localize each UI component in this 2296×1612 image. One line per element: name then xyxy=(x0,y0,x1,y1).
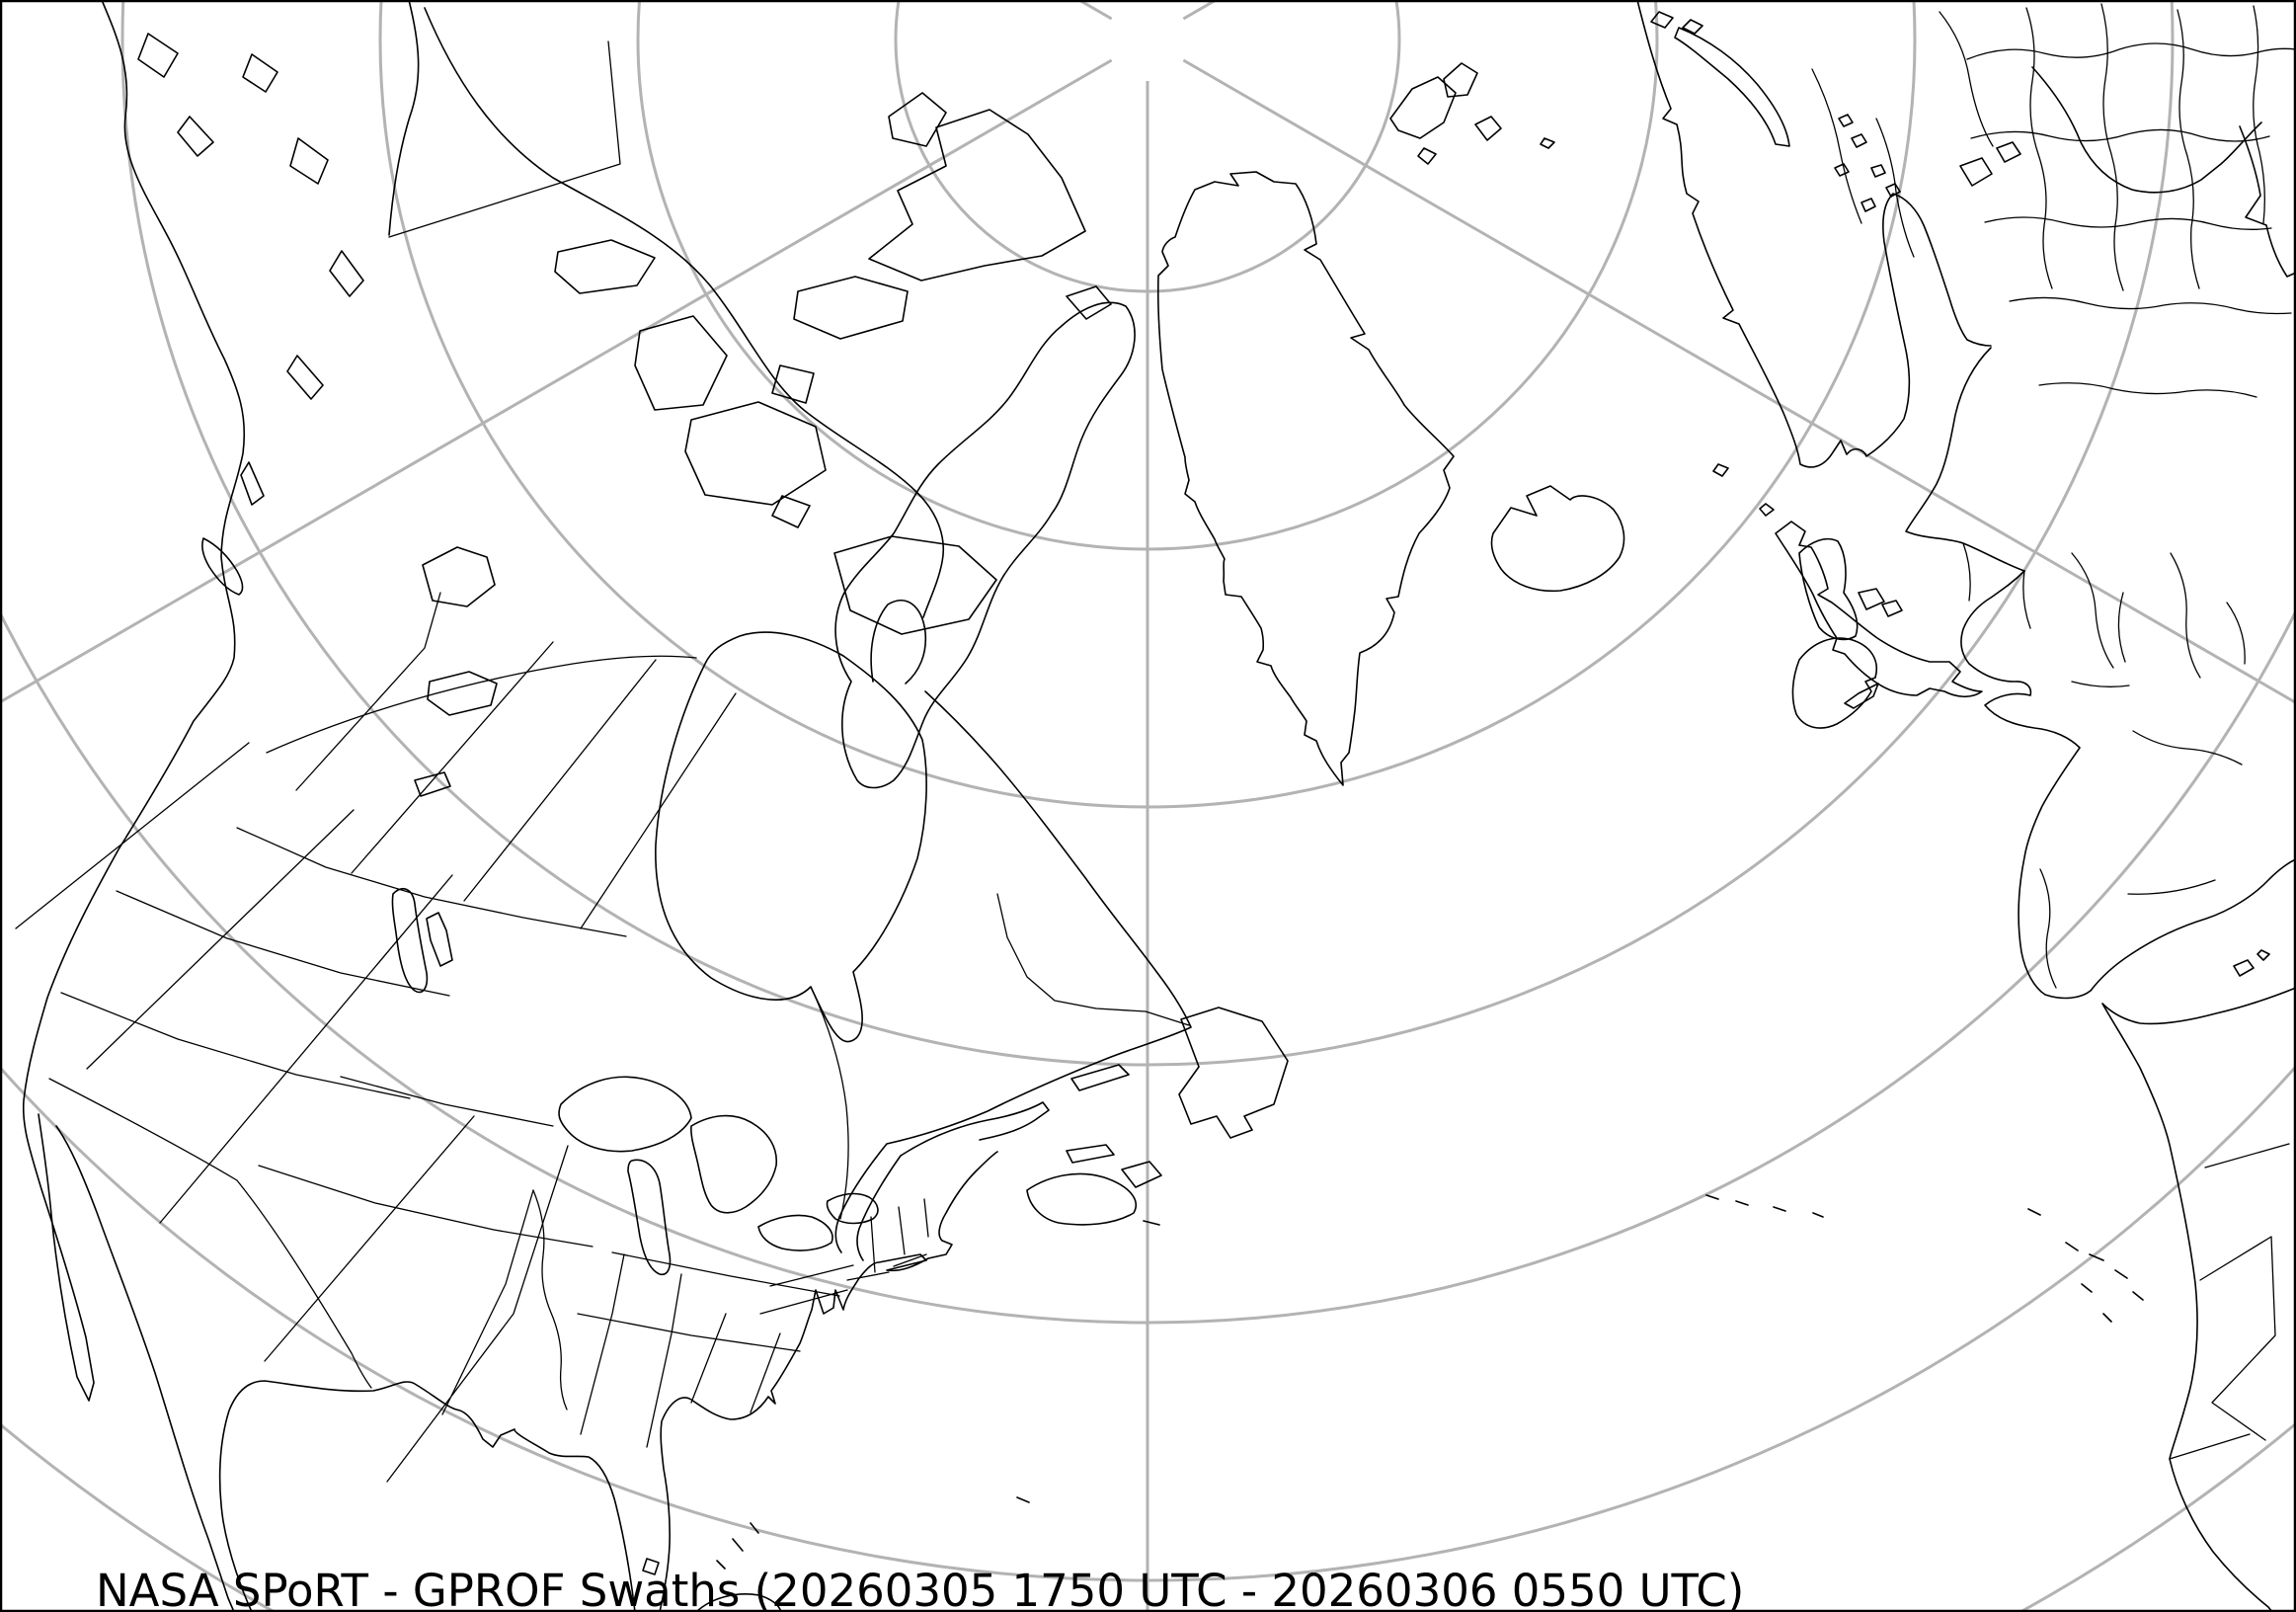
iceland xyxy=(1490,485,1625,593)
novaya-zemlya-franz-josef xyxy=(1650,11,1790,147)
newfoundland xyxy=(1178,1007,1289,1139)
scandinavia-coast xyxy=(1636,0,2025,572)
denmark xyxy=(1798,537,1903,641)
border-mississippi-river xyxy=(532,1189,568,1410)
north-america-pacific-coast xyxy=(22,0,246,1612)
hudson-bay xyxy=(655,631,927,1043)
nova-scotia-pei xyxy=(1026,1144,1162,1226)
gulf-and-atlantic-coast-us xyxy=(218,1151,998,1612)
border-ontario-quebec xyxy=(810,986,849,1220)
borders-layer xyxy=(15,3,2296,1483)
greenland xyxy=(1156,171,1455,786)
scandinavia-lakes xyxy=(1834,114,2021,212)
graticule-meridian-ray xyxy=(1182,0,1220,21)
alaska-coast-and-islands xyxy=(137,0,420,596)
border-us-mexico xyxy=(48,1078,372,1389)
france-iberia-coast xyxy=(1960,570,2296,1000)
northwest-africa-coast xyxy=(2101,987,2296,1612)
canadian-lakes xyxy=(391,546,498,994)
great-britain xyxy=(1775,521,1983,709)
border-quebec-labrador xyxy=(996,893,1190,1026)
coastlines-layer xyxy=(22,0,2296,1612)
labrador-quebec-coast xyxy=(834,690,1192,1261)
border-prairie-provinces xyxy=(295,592,737,929)
kola-white-sea-coast xyxy=(2031,66,2296,278)
florida-lake-okeechobee xyxy=(642,1558,660,1575)
baffin-island xyxy=(834,301,1136,789)
graticule-meridian-ray xyxy=(0,58,1113,704)
svalbard-islands xyxy=(1389,62,1555,165)
ireland xyxy=(1712,463,1877,729)
border-northeast-states xyxy=(759,1198,929,1315)
caption-text: NASA SPoRT - GPROF Swaths (20260305 1750… xyxy=(96,1565,1744,1612)
border-us-canada-49n xyxy=(236,827,627,937)
graticule-meridian-ray xyxy=(1075,0,1113,21)
cuba-bahamas-bermuda xyxy=(695,1496,1030,1612)
border-central-europe xyxy=(1962,542,2246,989)
border-us-states-parallels xyxy=(60,890,840,1352)
border-us-states-meridians xyxy=(15,742,569,1483)
border-yukon-alaska xyxy=(388,40,621,238)
border-scandinavia xyxy=(1811,11,1994,258)
border-southeast-states xyxy=(580,1253,781,1448)
great-lakes xyxy=(558,1076,879,1276)
atlantic-islands xyxy=(1705,949,2270,1323)
arctic-mainland-coast xyxy=(424,7,944,618)
southampton-island xyxy=(833,535,997,635)
border-canada-60n xyxy=(266,655,697,754)
border-russia-oblasts xyxy=(1966,3,2296,398)
ungava-bay xyxy=(870,600,927,685)
arctic-archipelago-islands xyxy=(554,92,1112,528)
border-west-africa xyxy=(2169,1143,2290,1460)
graticule-meridian-ray xyxy=(1182,58,2296,705)
